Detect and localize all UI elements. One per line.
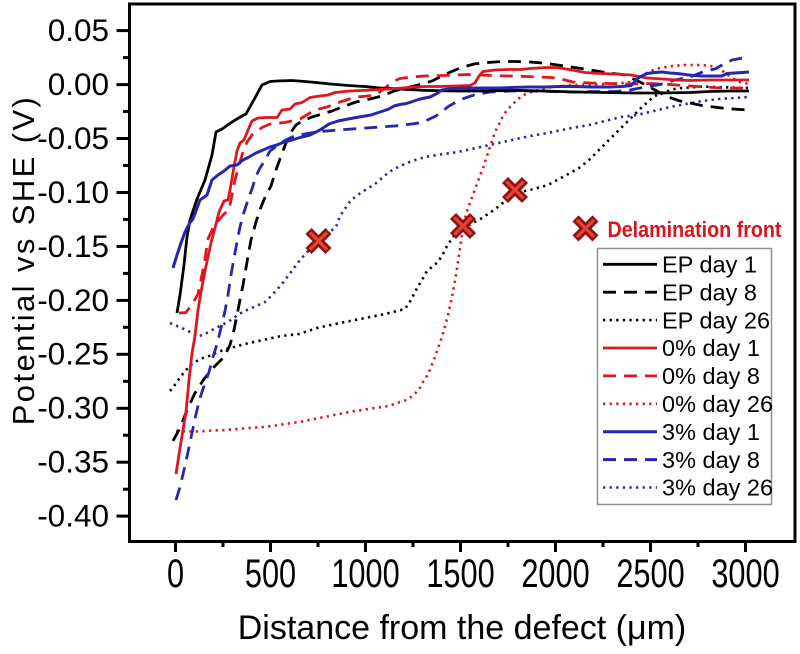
svg-text:Delamination front: Delamination front [608,217,782,242]
svg-text:-0.25: -0.25 [37,336,109,372]
svg-text:Distance from the defect (μm): Distance from the defect (μm) [238,609,687,647]
svg-text:EP day 26: EP day 26 [662,307,770,333]
svg-text:-0.15: -0.15 [37,228,109,264]
svg-text:0% day 26: 0% day 26 [662,391,773,417]
svg-text:1500: 1500 [426,552,494,596]
svg-text:500: 500 [245,552,296,596]
svg-text:-0.05: -0.05 [37,120,109,156]
svg-text:0% day 8: 0% day 8 [662,363,760,389]
svg-text:0.00: 0.00 [48,66,109,102]
svg-text:3% day 8: 3% day 8 [662,447,760,473]
svg-text:EP day 8: EP day 8 [662,279,757,305]
svg-text:0% day 1: 0% day 1 [662,335,760,361]
svg-text:-0.30: -0.30 [37,390,109,426]
svg-text:0.05: 0.05 [48,12,109,48]
svg-text:-0.40: -0.40 [37,498,109,534]
svg-text:3% day 1: 3% day 1 [662,419,760,445]
svg-text:3000: 3000 [711,552,779,596]
svg-text:Potential vs SHE (V): Potential vs SHE (V) [6,95,41,426]
svg-text:2000: 2000 [521,552,589,596]
svg-text:2500: 2500 [616,552,684,596]
svg-text:3% day 26: 3% day 26 [662,475,773,501]
svg-text:-0.20: -0.20 [37,282,109,318]
svg-text:0: 0 [167,552,184,596]
svg-text:-0.35: -0.35 [37,444,109,480]
svg-text:EP day 1: EP day 1 [662,252,757,278]
svg-text:-0.10: -0.10 [37,174,109,210]
svg-text:1000: 1000 [331,552,399,596]
